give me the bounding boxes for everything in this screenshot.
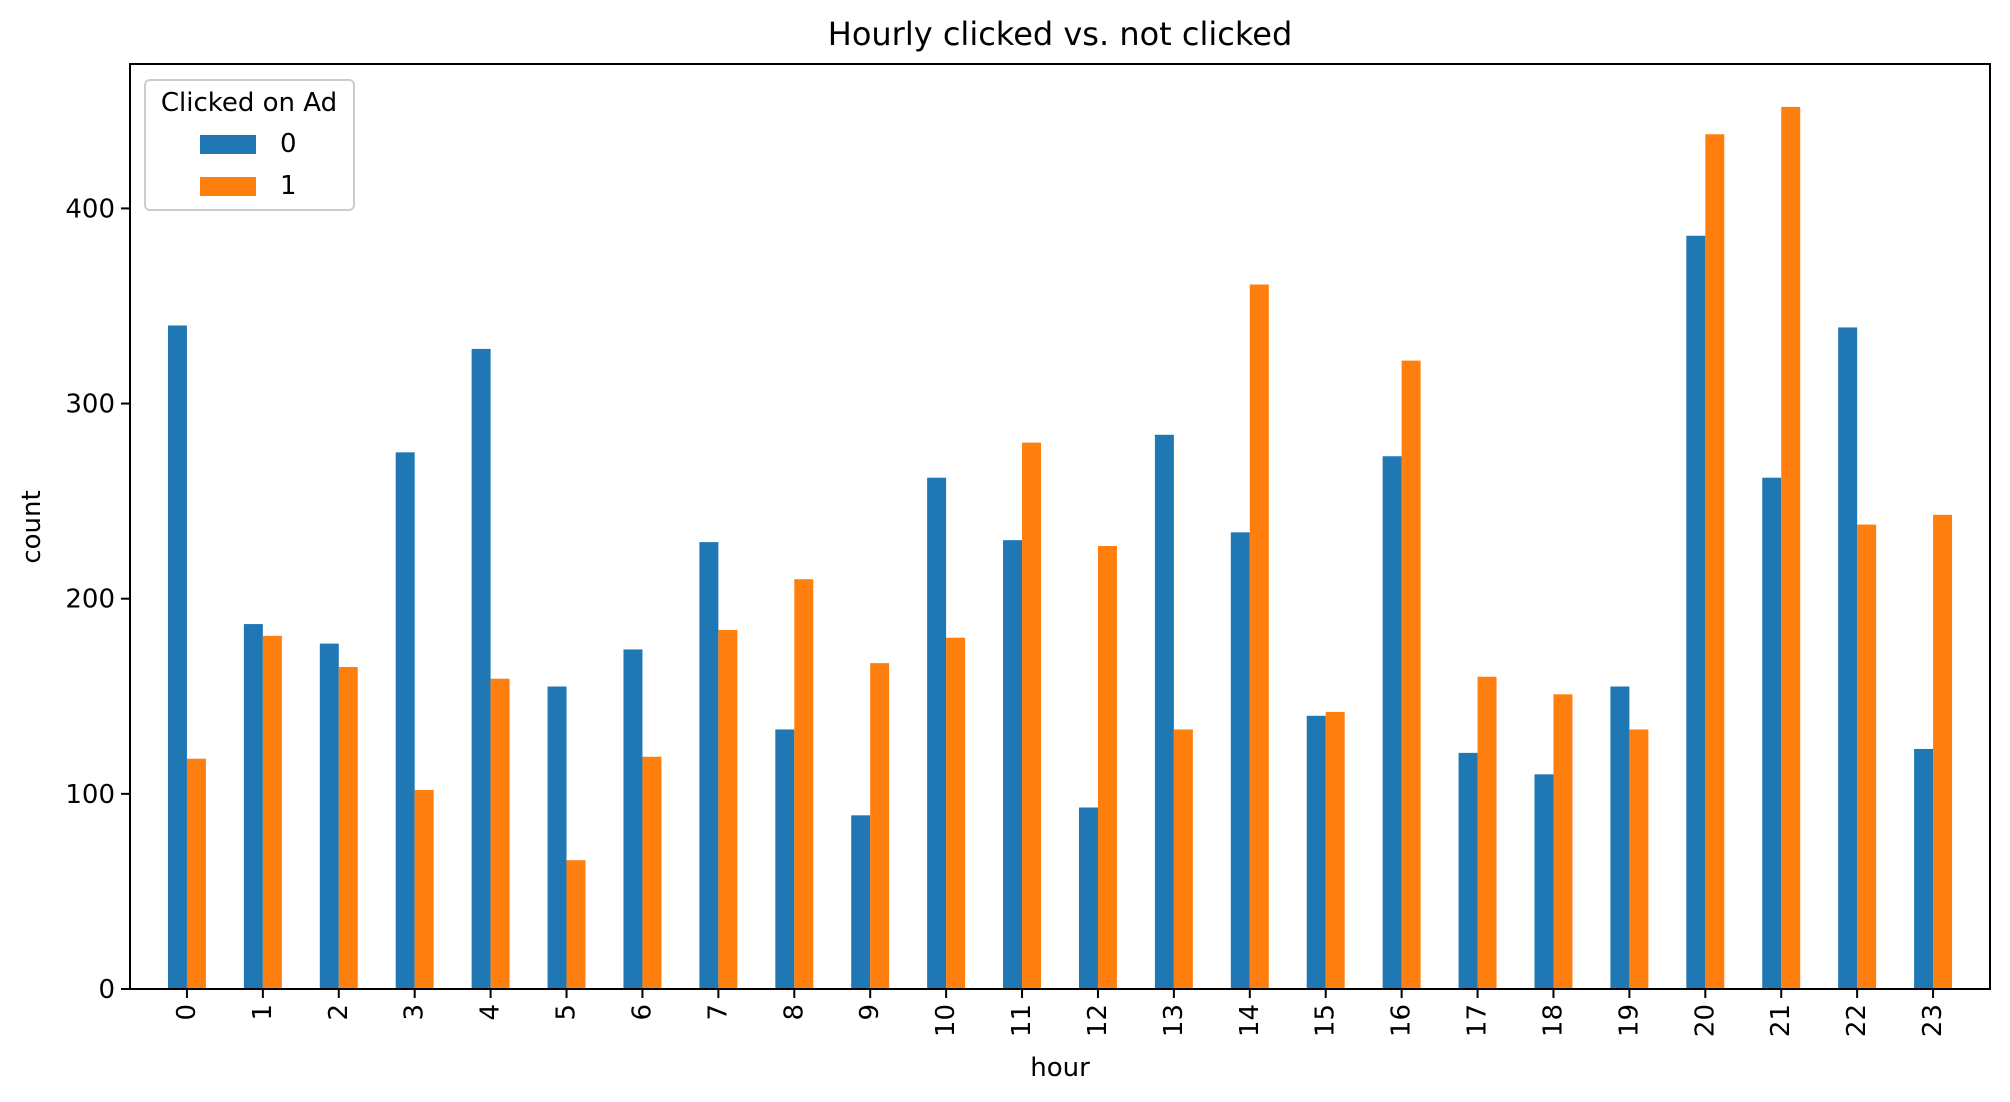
bar-hour-14-series-0 [1230,532,1250,989]
x-tick-label-10: 10 [931,1004,961,1037]
y-axis-label: count [17,490,47,563]
bar-hour-6-series-1 [642,756,662,989]
x-axis-label: hour [1030,1053,1090,1083]
bar-hour-23-series-1 [1933,514,1953,989]
bar-hour-19-series-0 [1610,686,1630,989]
bar-hour-12-series-1 [1097,546,1117,989]
x-tick-label-11: 11 [1007,1004,1037,1037]
bar-hour-13-series-1 [1173,729,1193,989]
x-tick-label-23: 23 [1918,1004,1948,1037]
x-tick-label-2: 2 [324,1004,354,1021]
bar-hour-16-series-0 [1382,456,1402,989]
x-tick-label-0: 0 [172,1004,202,1021]
bar-hour-2-series-0 [319,643,339,989]
y-tick-label-400: 400 [65,194,115,224]
bar-hour-15-series-0 [1306,715,1326,989]
x-tick-label-7: 7 [703,1004,733,1021]
bar-hour-2-series-1 [338,667,358,989]
x-tick-label-13: 13 [1159,1004,1189,1037]
bar-hour-17-series-0 [1458,752,1478,989]
bar-hour-0-series-1 [186,758,206,989]
x-tick-label-18: 18 [1538,1004,1568,1037]
legend-entries: 01 [200,129,297,201]
bar-hour-21-series-1 [1781,106,1801,990]
bar-hour-7-series-0 [699,542,719,989]
x-tick-label-8: 8 [779,1004,809,1021]
bar-hour-16-series-1 [1401,360,1421,989]
y-tick-label-200: 200 [65,585,115,615]
x-tick-label-9: 9 [855,1004,885,1021]
bar-hour-10-series-0 [927,477,947,989]
x-tick-label-14: 14 [1235,1004,1265,1037]
legend-label-0: 0 [280,129,297,159]
x-tick-label-19: 19 [1614,1004,1644,1037]
bar-hour-13-series-0 [1154,434,1174,989]
x-tick-label-21: 21 [1766,1004,1796,1037]
x-axis: 0 1 2 3 4 5 6 7 8 9 10 11 12 13 14 15 16 17 18 19 20 21 22 23 [172,989,1948,1037]
bar-hour-5-series-0 [547,686,567,989]
bar-hour-17-series-1 [1477,676,1497,989]
bar-hour-11-series-0 [1003,540,1023,989]
x-tick-label-15: 15 [1311,1004,1341,1037]
bar-hour-18-series-0 [1534,774,1554,989]
bar-hour-23-series-0 [1914,748,1934,989]
bar-hour-12-series-0 [1078,807,1098,989]
y-axis: 0 100 200 300 400 [65,194,130,1005]
bar-hour-9-series-0 [851,815,871,989]
legend-swatch-1 [200,177,256,196]
bar-hour-1-series-1 [262,635,282,989]
x-tick-label-22: 22 [1842,1004,1872,1037]
legend-title: Clicked on Ad [161,88,337,118]
bar-hour-6-series-0 [623,649,643,989]
bar-hour-3-series-0 [395,452,415,990]
x-tick-label-20: 20 [1690,1004,1720,1037]
chart-title: Hourly clicked vs. not clicked [828,15,1293,53]
x-tick-label-3: 3 [400,1004,430,1021]
x-tick-label-1: 1 [248,1004,278,1021]
x-tick-label-5: 5 [552,1004,582,1021]
x-tick-label-4: 4 [476,1004,506,1021]
y-tick-label-0: 0 [98,975,115,1005]
bar-hour-21-series-0 [1762,477,1782,989]
bar-hour-3-series-1 [414,789,434,989]
x-tick-label-16: 16 [1387,1004,1417,1037]
bar-hour-22-series-1 [1857,524,1877,989]
bar-hour-1-series-0 [243,624,263,989]
legend: Clicked on Ad 01 [144,79,355,211]
bar-hour-11-series-1 [1022,442,1042,990]
bar-hour-5-series-1 [566,860,586,989]
bar-hour-19-series-1 [1629,729,1649,989]
bar-hour-8-series-0 [775,729,795,989]
bar-hour-18-series-1 [1553,694,1573,989]
bar-hour-10-series-1 [946,637,966,989]
legend-swatch-0 [200,135,256,154]
bar-hour-8-series-1 [794,579,814,989]
x-tick-label-12: 12 [1083,1004,1113,1037]
bar-hour-22-series-0 [1838,327,1858,989]
bar-hour-4-series-1 [490,678,510,989]
bar-hour-14-series-1 [1249,284,1269,989]
x-tick-label-17: 17 [1463,1004,1493,1037]
legend-label-1: 1 [280,171,297,201]
bars-layer [167,106,1953,990]
bar-hour-20-series-1 [1705,134,1725,989]
bar-hour-0-series-0 [167,325,187,989]
y-tick-label-300: 300 [65,390,115,420]
bar-hour-15-series-1 [1325,711,1345,989]
bar-hour-7-series-1 [718,629,738,989]
bar-hour-9-series-1 [870,663,890,989]
bar-hour-20-series-0 [1686,235,1706,990]
plot-frame [129,63,1991,990]
y-tick-label-100: 100 [65,780,115,810]
bar-hour-4-series-0 [471,348,491,989]
x-tick-label-6: 6 [627,1004,657,1021]
